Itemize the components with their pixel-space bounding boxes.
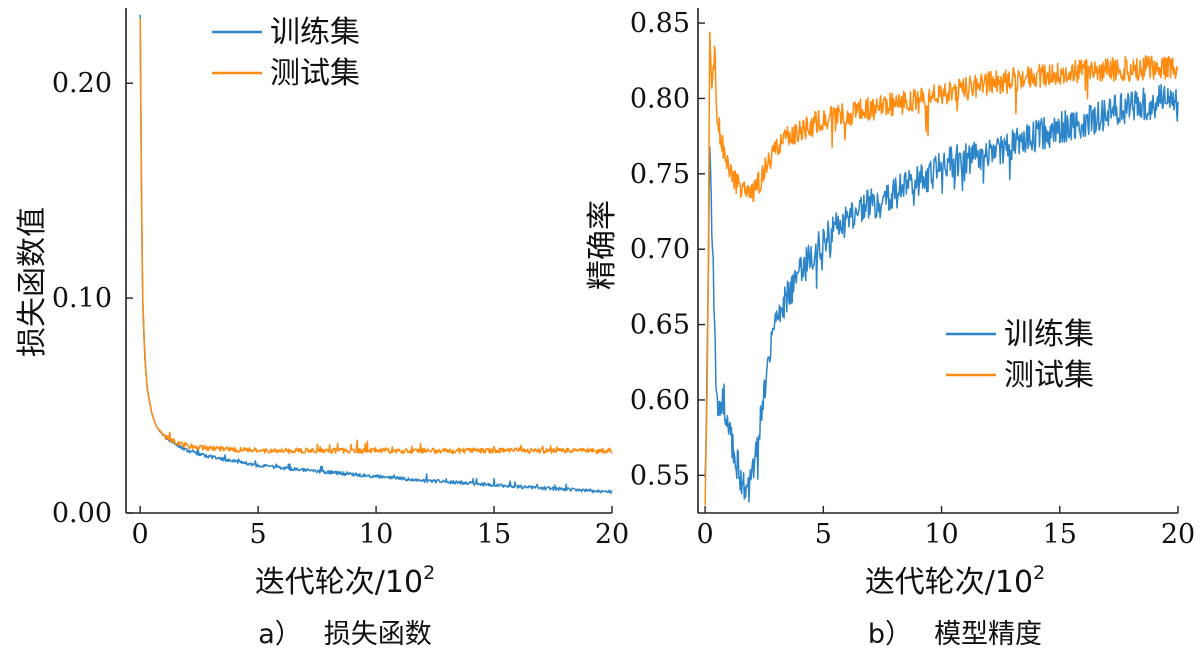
panel-b-accuracy: 0 5 10 15 200.550.600.650.700.750.800.85 精确率…: [585, 8, 1195, 650]
panel-b-x-tick-label: 10: [924, 519, 958, 550]
panel-a-y-tick-label: 0.00: [52, 498, 112, 529]
panel-b-x-tick-label: 15: [1043, 519, 1077, 550]
panel-b-x-axis-title-base: 迭代轮次/10: [865, 565, 1033, 600]
panel-b-x-axis-title: 迭代轮次/102: [865, 562, 1045, 600]
panel-b-y-tick-label: 0.75: [630, 159, 690, 190]
panel-a-caption-prefix: a）: [258, 619, 302, 650]
panel-b-y-tick-label: 0.70: [630, 234, 690, 265]
panel-a-legend-label-train: 训练集: [270, 15, 360, 50]
panel-b-legend-label-train: 训练集: [1004, 317, 1094, 352]
panel-a-series-train-line: [139, 14, 613, 495]
panel-b-y-axis-title: 精确率: [585, 200, 620, 290]
panel-a-legend-label-test: 测试集: [270, 56, 360, 91]
panel-b-legend-label-test: 测试集: [1004, 358, 1094, 393]
panel-a-series-test-line: [139, 18, 613, 455]
panel-b-legend: 训练集 测试集: [946, 317, 1094, 393]
panel-b-y-tick-label: 0.65: [630, 310, 690, 341]
panel-a-x-axis-title-base: 迭代轮次/10: [255, 565, 423, 600]
panel-b-x-tick-label: 0: [696, 519, 713, 550]
panel-a-caption-text: 损失函数: [324, 619, 432, 650]
panel-a-plot-area: [139, 14, 613, 495]
panel-b-y-tick-label: 0.85: [630, 8, 690, 39]
panel-a-x-tick-label: 15: [477, 519, 511, 550]
panel-a-x-axis-title-exponent: 2: [423, 562, 435, 584]
panel-b-x-axis-title-exponent: 2: [1033, 562, 1045, 584]
panel-a-y-tick-label: 0.20: [52, 68, 112, 99]
panel-b-series-test-line: [704, 31, 1179, 505]
panel-a-x-tick-label: 0: [132, 519, 149, 550]
panel-b-y-tick-label: 0.55: [630, 460, 690, 491]
panel-a-x-axis-title: 迭代轮次/102: [255, 562, 435, 600]
panel-a-axes: [125, 8, 612, 514]
panel-b-caption-text: 模型精度: [934, 619, 1042, 650]
panel-a-y-axis-title: 损失函数值: [15, 207, 50, 357]
panel-a-y-tick-label: 0.10: [52, 283, 112, 314]
panel-b-y-tick-label: 0.60: [630, 385, 690, 416]
panel-b-x-tick-label: 5: [815, 519, 832, 550]
panel-a-x-tick-label: 20: [595, 519, 629, 550]
panel-b-series-train-line: [704, 83, 1179, 503]
panel-a-loss: 0 5 10 15 20 0.00 0.10 0.20 损失函数值 迭代轮次/102 训练集 …: [15, 8, 629, 650]
panel-b-axes: [697, 8, 1178, 514]
panel-b-ticks: 0 5 10 15 20 0.55 0.60 0.65 0.70 0.75 0.80 0.85: [630, 8, 1195, 550]
panel-a-x-tick-label: 5: [250, 519, 267, 550]
panel-a-x-tick-label: 10: [359, 519, 393, 550]
panel-a-ticks: 0 5 10 15 20 0.00 0.10 0.20: [52, 68, 629, 550]
panel-a-legend: 训练集 测试集: [212, 15, 360, 91]
panel-b-plot-area: [704, 31, 1179, 505]
panel-a-caption: a） 损失函数: [258, 619, 432, 650]
panel-b-y-tick-label: 0.80: [630, 83, 690, 114]
panel-b-caption: b） 模型精度: [868, 619, 1042, 650]
panel-b-caption-prefix: b）: [868, 619, 912, 650]
panel-b-x-tick-label: 20: [1161, 519, 1195, 550]
